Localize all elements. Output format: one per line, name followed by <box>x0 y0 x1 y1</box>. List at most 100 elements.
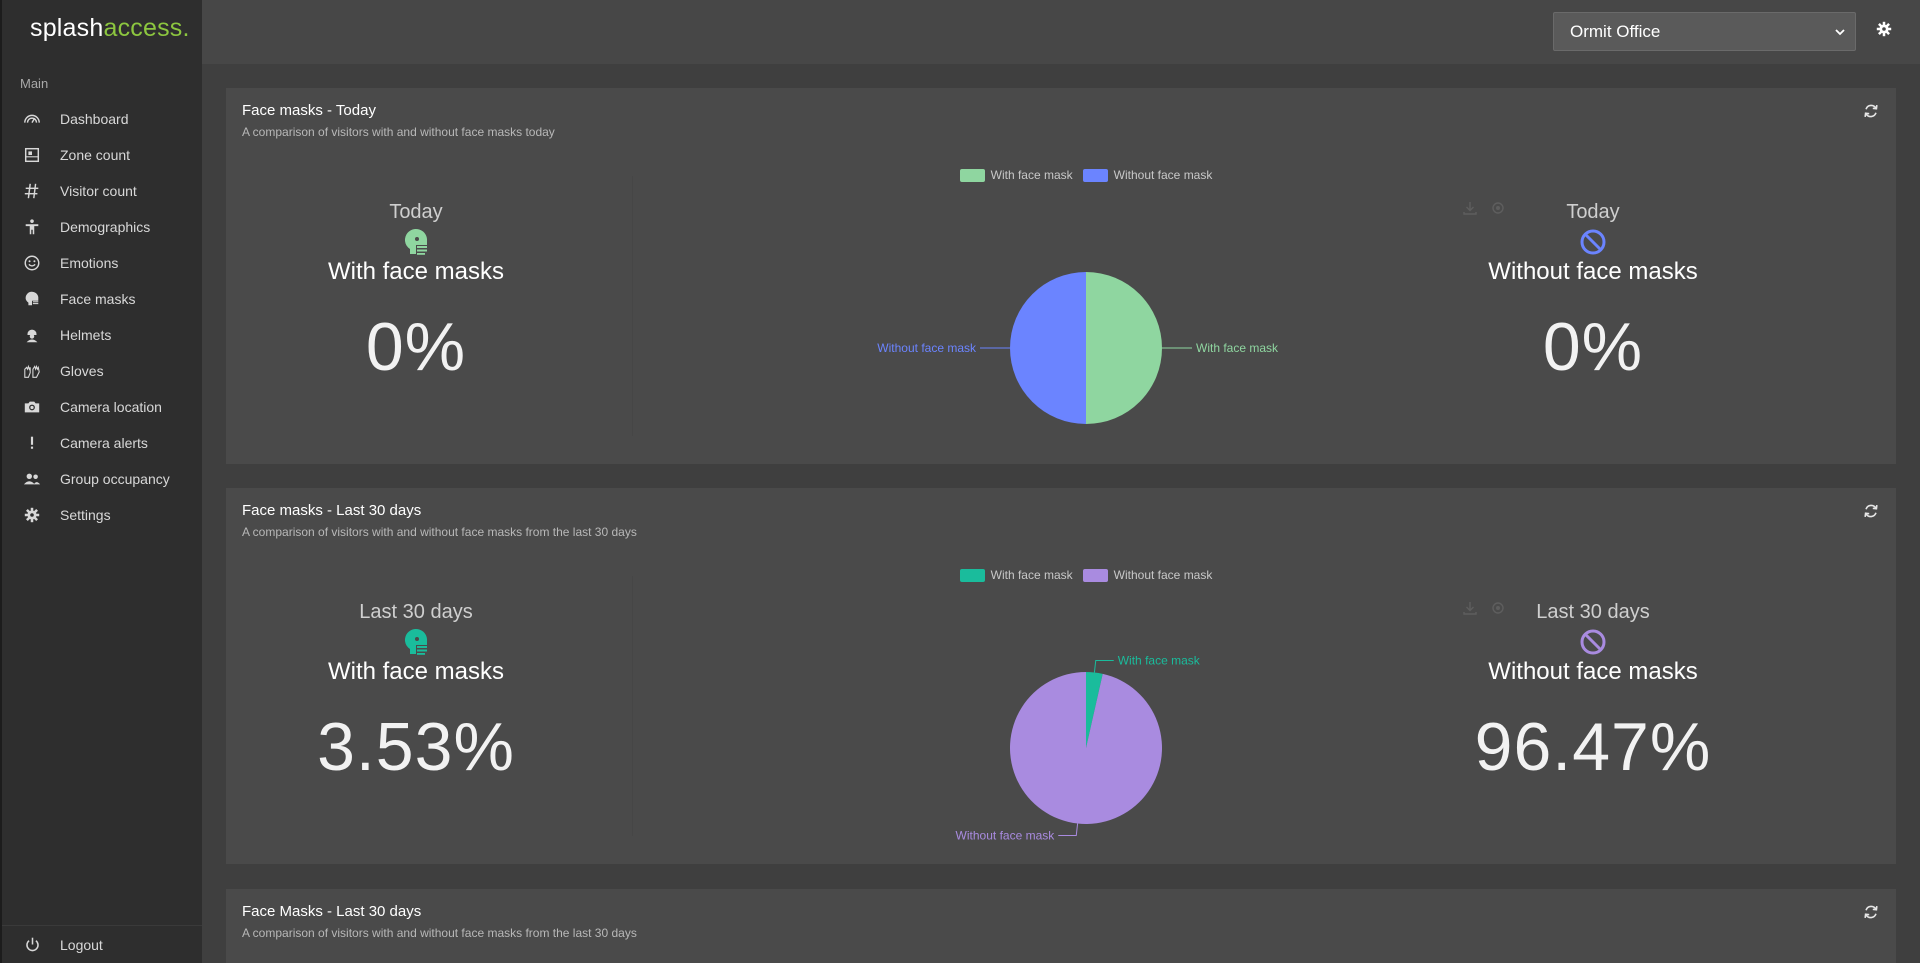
pie-slice-with-face-mask[interactable] <box>1086 672 1103 748</box>
legend-label: Without face mask <box>1113 568 1213 582</box>
pie-svg: With face mask Without face mask <box>956 654 1201 843</box>
sidebar-item-settings[interactable]: Settings <box>2 497 202 533</box>
gloves-icon <box>22 361 42 381</box>
legend-label: With face mask <box>990 568 1073 582</box>
sidebar-item-helmets[interactable]: Helmets <box>2 317 202 353</box>
sidebar-item-group-occupancy[interactable]: Group occupancy <box>2 461 202 497</box>
legend-item-without-mask[interactable]: Without face mask <box>1082 568 1213 582</box>
legend-item-with-mask[interactable]: With face mask <box>959 168 1073 182</box>
brand-logo[interactable]: splashaccess. <box>30 14 190 43</box>
legend-swatch <box>959 168 985 182</box>
pie-slice-without-face-mask[interactable] <box>1010 672 1162 824</box>
pie-label-with-face-mask: With face mask <box>1196 341 1279 355</box>
logout-button[interactable]: Logout <box>2 925 202 963</box>
chart-legend: With face mask Without face mask <box>826 168 1346 182</box>
smile-icon <box>22 253 42 273</box>
card-subtitle: A comparison of visitors with and withou… <box>242 926 637 940</box>
sidebar-item-demographics[interactable]: Demographics <box>2 209 202 245</box>
legend-item-without-mask[interactable]: Without face mask <box>1082 168 1212 182</box>
topbar: Ormit Office <box>202 0 1920 64</box>
hash-icon <box>22 181 42 201</box>
legend-item-with-mask[interactable]: With face mask <box>959 568 1073 582</box>
stat-kind: Without face masks <box>1488 258 1698 285</box>
sidebar-item-camera-location[interactable]: Camera location <box>2 389 202 425</box>
sidebar: splashaccess. Main Dashboard Zone count … <box>0 0 202 963</box>
pie-label-without-face-mask: Without face mask <box>877 341 977 355</box>
stat-period: Last 30 days <box>359 601 473 623</box>
divider <box>632 176 633 436</box>
stat-percentage: 0% <box>1542 309 1644 385</box>
pie-slice-with-face-mask[interactable] <box>1086 272 1162 424</box>
chart-toolbar <box>1462 600 1506 616</box>
sidebar-item-emotions[interactable]: Emotions <box>2 245 202 281</box>
stat-period: Today <box>1566 201 1620 223</box>
sidebar-item-label: Demographics <box>60 219 151 235</box>
view-icon[interactable] <box>1490 600 1506 616</box>
chevron-down-icon <box>1835 29 1845 36</box>
settings-gear-icon[interactable] <box>1875 20 1893 38</box>
sidebar-item-label: Zone count <box>60 147 131 163</box>
sidebar-item-zone-count[interactable]: Zone count <box>2 137 202 173</box>
stat-period: Today <box>389 201 443 223</box>
face-mask-icon <box>404 228 427 255</box>
legend-swatch <box>1082 168 1108 182</box>
pie-chart-today: With face mask Without face mask With fa… <box>826 168 1504 458</box>
sidebar-item-visitor-count[interactable]: Visitor count <box>2 173 202 209</box>
sidebar-section-label: Main <box>20 76 49 91</box>
card-title: Face masks - Today <box>242 102 376 119</box>
pie-label-without-face-mask: Without face mask <box>956 828 1056 842</box>
pie-slice-without-face-mask[interactable] <box>1010 272 1086 424</box>
divider <box>632 576 633 836</box>
chart-legend: With face mask Without face mask <box>826 568 1346 582</box>
download-icon[interactable] <box>1462 200 1478 216</box>
chart-toolbar <box>1462 200 1506 216</box>
location-select[interactable]: Ormit Office <box>1553 12 1856 51</box>
sidebar-item-label: Gloves <box>60 363 104 379</box>
sidebar-item-label: Camera alerts <box>60 435 148 451</box>
sidebar-item-label: Face masks <box>60 291 136 307</box>
card-subtitle: A comparison of visitors with and withou… <box>242 125 555 139</box>
card-title: Face masks - Last 30 days <box>242 502 422 519</box>
sidebar-item-label: Camera location <box>60 399 162 415</box>
dashboard-icon <box>22 109 42 129</box>
sidebar-item-label: Dashboard <box>60 111 129 127</box>
stat-kind: Without face masks <box>1488 658 1698 685</box>
logout-label: Logout <box>60 936 103 953</box>
pie-label-with-face-mask: With face mask <box>1118 654 1201 668</box>
view-icon[interactable] <box>1490 200 1506 216</box>
pie-chart-30-days: With face mask Without face mask With fa… <box>826 568 1504 858</box>
sidebar-item-camera-alerts[interactable]: Camera alerts <box>2 425 202 461</box>
brand-part1: splash <box>30 14 104 42</box>
person-icon <box>22 217 42 237</box>
stat-percentage: 0% <box>365 309 467 385</box>
face-masks-30-days-card-2: Face Masks - Last 30 days A comparison o… <box>226 889 1896 963</box>
sidebar-item-dashboard[interactable]: Dashboard <box>2 101 202 137</box>
face-mask-icon <box>404 628 427 655</box>
gear-icon <box>22 505 42 525</box>
no-mask-icon <box>1580 229 1606 255</box>
power-icon <box>22 935 42 955</box>
refresh-icon[interactable] <box>1862 102 1880 120</box>
download-icon[interactable] <box>1462 600 1478 616</box>
legend-label: With face mask <box>990 168 1073 182</box>
stat-kind: With face masks <box>327 258 505 285</box>
face-masks-30-days-card: Face masks - Last 30 days A comparison o… <box>226 488 1896 864</box>
refresh-icon[interactable] <box>1862 903 1880 921</box>
sidebar-item-gloves[interactable]: Gloves <box>2 353 202 389</box>
face-masks-today-card: Face masks - Today A comparison of visit… <box>226 88 1896 464</box>
zone-icon <box>22 145 42 165</box>
exclamation-icon <box>22 433 42 453</box>
legend-swatch <box>1082 568 1108 582</box>
helmet-icon <box>22 325 42 345</box>
pie-leader-line <box>1058 823 1079 836</box>
stat-kind: With face masks <box>327 658 505 685</box>
camera-icon <box>22 397 42 417</box>
sidebar-item-face-masks[interactable]: Face masks <box>2 281 202 317</box>
location-select-value: Ormit Office <box>1570 21 1661 41</box>
card-subtitle: A comparison of visitors with and withou… <box>242 525 637 539</box>
sidebar-item-label: Visitor count <box>60 183 137 199</box>
sidebar-item-label: Helmets <box>60 327 112 343</box>
refresh-icon[interactable] <box>1862 502 1880 520</box>
pie-leader-line <box>1093 660 1114 673</box>
stat-percentage: 96.47% <box>1474 709 1712 785</box>
